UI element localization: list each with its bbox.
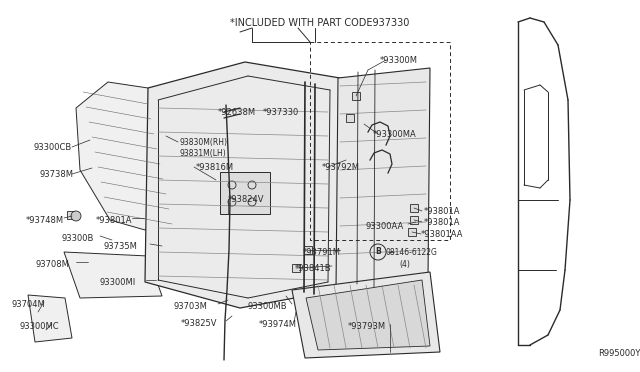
Text: *INCLUDED WITH PART CODE937330: *INCLUDED WITH PART CODE937330 xyxy=(230,18,410,28)
Text: *93801A: *93801A xyxy=(96,216,132,225)
Text: 93300MC: 93300MC xyxy=(20,322,60,331)
Bar xyxy=(352,92,360,100)
Polygon shape xyxy=(145,62,340,308)
Text: *93801AA: *93801AA xyxy=(421,230,463,239)
Text: *93300M: *93300M xyxy=(380,56,418,65)
Text: 93735M: 93735M xyxy=(104,242,138,251)
Text: *92638M: *92638M xyxy=(218,108,256,117)
Text: *93824V: *93824V xyxy=(228,195,264,204)
Text: *93793M: *93793M xyxy=(348,322,386,331)
Text: *93801A: *93801A xyxy=(424,207,461,216)
Polygon shape xyxy=(292,272,440,358)
Polygon shape xyxy=(336,68,430,290)
Bar xyxy=(67,211,75,219)
Bar xyxy=(220,172,270,214)
Bar xyxy=(408,228,416,236)
Text: *93825V: *93825V xyxy=(181,319,218,328)
Circle shape xyxy=(71,211,81,221)
Polygon shape xyxy=(64,252,162,298)
Text: B: B xyxy=(375,247,381,257)
Bar xyxy=(410,216,418,224)
Text: *93792M: *93792M xyxy=(322,163,360,172)
Polygon shape xyxy=(76,82,165,230)
Text: *93816M: *93816M xyxy=(196,163,234,172)
Bar xyxy=(292,264,300,272)
Text: 93830M(RH): 93830M(RH) xyxy=(180,138,228,147)
Text: 93704M: 93704M xyxy=(12,300,45,309)
Text: *93801A: *93801A xyxy=(424,218,461,227)
Text: 93300CB: 93300CB xyxy=(34,143,72,152)
Text: 93703M: 93703M xyxy=(173,302,207,311)
Text: *93841B: *93841B xyxy=(295,264,332,273)
Text: 93300MB: 93300MB xyxy=(248,302,287,311)
Bar xyxy=(304,246,312,254)
Polygon shape xyxy=(28,295,72,342)
Text: (4): (4) xyxy=(399,260,410,269)
Text: 08146-6122G: 08146-6122G xyxy=(385,248,437,257)
Text: 93300B: 93300B xyxy=(62,234,94,243)
Text: 93708M: 93708M xyxy=(36,260,70,269)
Text: 93300AA: 93300AA xyxy=(366,222,404,231)
Text: *93748M: *93748M xyxy=(26,216,64,225)
Text: 93738M: 93738M xyxy=(40,170,74,179)
Text: *93974M: *93974M xyxy=(259,320,297,329)
Text: *93300MA: *93300MA xyxy=(373,130,417,139)
Bar xyxy=(346,114,354,122)
Text: 93831M(LH): 93831M(LH) xyxy=(180,149,227,158)
Bar xyxy=(410,204,418,212)
Text: 93300MI: 93300MI xyxy=(100,278,136,287)
Polygon shape xyxy=(306,280,430,350)
Text: *937330: *937330 xyxy=(263,108,300,117)
Text: *93791M: *93791M xyxy=(303,248,341,257)
Text: R995000Y: R995000Y xyxy=(598,349,640,358)
